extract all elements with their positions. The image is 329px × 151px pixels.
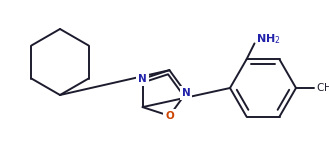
Text: NH$_2$: NH$_2$ [257, 32, 281, 46]
Text: CH$_3$: CH$_3$ [316, 81, 329, 95]
Text: N: N [182, 88, 190, 98]
Text: N: N [138, 74, 147, 84]
Text: O: O [165, 111, 174, 121]
